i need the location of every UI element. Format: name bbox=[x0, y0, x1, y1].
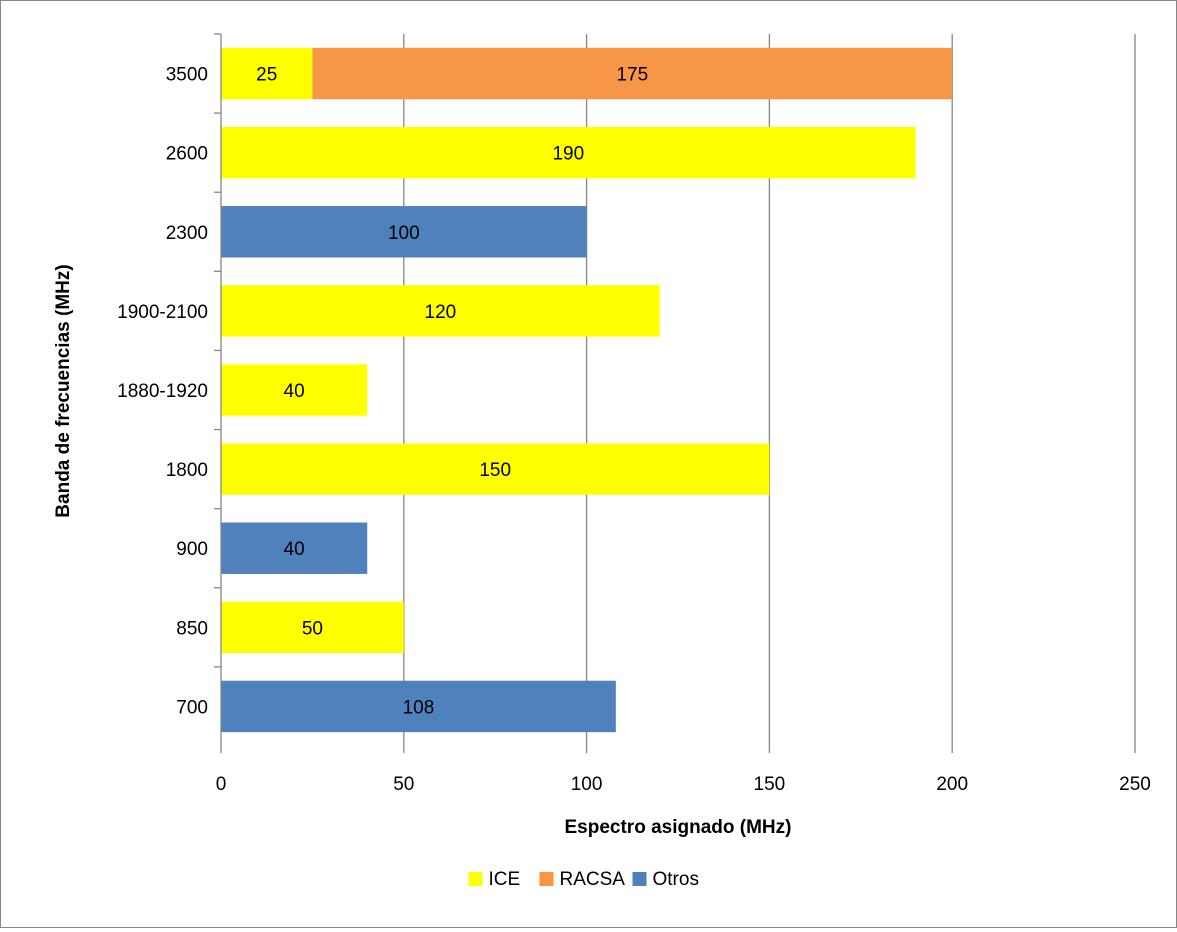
y-axis-title: Banda de frecuencias (MHz) bbox=[53, 264, 74, 517]
data-label: 175 bbox=[616, 65, 648, 86]
x-tick-label: 250 bbox=[1119, 774, 1151, 795]
legend: ICE RACSA Otros bbox=[468, 869, 699, 890]
axes: 0 50 100 150 200 250 700 850 900 1800 1880-1920 190… bbox=[117, 33, 1151, 795]
x-tick-label: 200 bbox=[936, 774, 968, 795]
data-label: 108 bbox=[403, 697, 435, 718]
bar-ice bbox=[221, 443, 770, 495]
data-label: 40 bbox=[284, 381, 305, 402]
bar-ice bbox=[221, 601, 404, 654]
data-label: 100 bbox=[388, 223, 420, 244]
bar-racsa bbox=[312, 47, 953, 100]
data-label: 120 bbox=[425, 302, 457, 323]
data-label: 50 bbox=[302, 618, 323, 639]
y-tick-label: 3500 bbox=[166, 65, 208, 86]
legend-label-otros: Otros bbox=[653, 869, 699, 890]
bar-otros bbox=[221, 206, 587, 258]
bars: 108 50 40 150 40 120 100 190 25 175 bbox=[221, 47, 953, 733]
x-tick-label: 50 bbox=[393, 774, 414, 795]
data-label: 150 bbox=[479, 460, 511, 481]
legend-label-racsa: RACSA bbox=[560, 869, 626, 890]
y-tick-label: 2600 bbox=[166, 144, 208, 165]
data-label: 25 bbox=[256, 65, 277, 86]
y-tick-label: 1900-2100 bbox=[117, 302, 208, 323]
data-label: 40 bbox=[284, 539, 305, 560]
x-axis-title: Espectro asignado (MHz) bbox=[565, 817, 792, 838]
y-tick-label: 1880-1920 bbox=[117, 381, 208, 402]
data-label: 190 bbox=[552, 144, 584, 165]
x-tick-label: 100 bbox=[571, 774, 603, 795]
y-tick-label: 900 bbox=[176, 539, 208, 560]
y-tick-label: 700 bbox=[176, 697, 208, 718]
x-tick-label: 150 bbox=[754, 774, 786, 795]
legend-swatch-otros bbox=[632, 872, 647, 886]
y-tick-label: 2300 bbox=[166, 223, 208, 244]
bar-ice bbox=[221, 285, 660, 337]
bar-otros bbox=[221, 680, 616, 733]
x-tick-label: 0 bbox=[216, 774, 227, 795]
bar-otros bbox=[221, 522, 368, 574]
bar-ice bbox=[221, 126, 916, 179]
bar-ice bbox=[221, 47, 313, 100]
legend-label-ice: ICE bbox=[489, 869, 521, 890]
bar-ice bbox=[221, 364, 368, 416]
y-tick-label: 850 bbox=[176, 618, 208, 639]
legend-swatch-ice bbox=[468, 872, 483, 886]
y-tick-label: 1800 bbox=[166, 460, 208, 481]
legend-swatch-racsa bbox=[539, 872, 554, 886]
